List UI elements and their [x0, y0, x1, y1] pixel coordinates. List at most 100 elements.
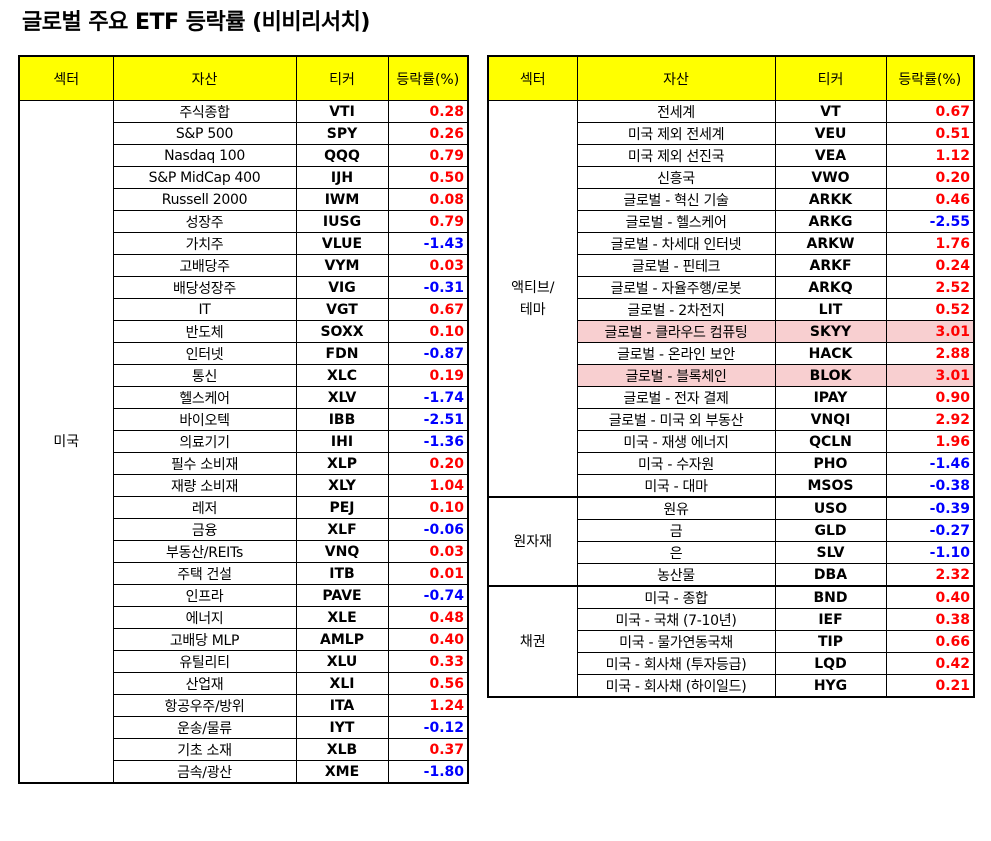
- asset-cell: 미국 - 회사채 (투자등급): [576, 652, 776, 675]
- ticker-cell: XLY: [295, 474, 389, 497]
- change-cell: 0.10: [387, 496, 469, 519]
- table-row: 글로벌 - 온라인 보안 HACK 2.88: [488, 342, 975, 365]
- ticker-cell: QCLN: [774, 430, 887, 453]
- ticker-cell: TIP: [774, 630, 887, 653]
- asset-cell: 인터넷: [112, 342, 297, 365]
- ticker-header: 티커: [774, 55, 887, 101]
- asset-cell: 의료기기: [112, 430, 297, 453]
- ticker-cell: ARKW: [774, 232, 887, 255]
- page-title: 글로벌 주요 ETF 등락률 (비비리서치): [22, 10, 370, 35]
- ticker-cell: XLI: [295, 672, 389, 695]
- change-cell: 0.51: [885, 122, 975, 145]
- change-cell: -2.51: [387, 408, 469, 431]
- table-row: 액티브/ 테마 전세계 VT 0.67: [487, 100, 975, 498]
- table-row: 금 GLD -0.27: [488, 519, 975, 542]
- change-cell: 1.24: [387, 694, 469, 717]
- change-cell: 0.37: [387, 738, 469, 761]
- asset-cell: 운송/물류: [112, 716, 297, 739]
- table-row: IT VGT 0.67: [19, 298, 469, 321]
- asset-cell: 주택 건설: [112, 562, 297, 585]
- ticker-cell: ITB: [295, 562, 389, 585]
- asset-cell: 인프라: [112, 584, 297, 607]
- ticker-cell: VNQI: [774, 408, 887, 431]
- asset-cell: S&P 500: [112, 122, 297, 145]
- table-row: 채권 미국 - 종합 BND 0.40: [487, 585, 975, 698]
- change-cell: -1.46: [885, 452, 975, 475]
- ticker-cell: XLV: [295, 386, 389, 409]
- table-row: 글로벌 - 헬스케어 ARKG -2.55: [488, 210, 975, 233]
- ticker-cell: XLC: [295, 364, 389, 387]
- change-cell: 0.38: [885, 608, 975, 631]
- asset-cell: 배당성장주: [112, 276, 297, 299]
- table-row: 글로벌 - 2차전지 LIT 0.52: [488, 298, 975, 321]
- change-cell: -0.31: [387, 276, 469, 299]
- ticker-cell: XLF: [295, 518, 389, 541]
- table-row: 미국 주식종합 VTI 0.28: [18, 100, 469, 784]
- asset-cell: 글로벌 - 헬스케어: [576, 210, 776, 233]
- asset-cell: 고배당 MLP: [112, 628, 297, 651]
- asset-cell: 미국 - 물가연동국채: [576, 630, 776, 653]
- asset-cell: 글로벌 - 클라우드 컴퓨팅: [576, 320, 776, 343]
- sector-cell: 채권: [487, 585, 578, 698]
- change-cell: -0.06: [387, 518, 469, 541]
- table-header-row: 섹터 자산 티커 등락률(%): [487, 55, 975, 101]
- ticker-cell: SOXX: [295, 320, 389, 343]
- ticker-cell: BND: [774, 585, 887, 609]
- change-cell: 0.21: [885, 674, 975, 698]
- table-row: 글로벌 - 클라우드 컴퓨팅 SKYY 3.01: [488, 320, 975, 343]
- table-row: 부동산/REITs VNQ 0.03: [19, 540, 469, 563]
- ticker-cell: ARKF: [774, 254, 887, 277]
- asset-cell: 산업재: [112, 672, 297, 695]
- change-cell: -0.39: [885, 496, 975, 520]
- change-cell: 0.20: [387, 452, 469, 475]
- table-row: 고배당 MLP AMLP 0.40: [19, 628, 469, 651]
- ticker-cell: PEJ: [295, 496, 389, 519]
- ticker-cell: XLB: [295, 738, 389, 761]
- ticker-cell: AMLP: [295, 628, 389, 651]
- ticker-cell: MSOS: [774, 474, 887, 498]
- asset-cell: 미국 제외 선진국: [576, 144, 776, 167]
- change-cell: 0.03: [387, 254, 469, 277]
- ticker-cell: SKYY: [774, 320, 887, 343]
- table-row: 글로벌 - 자율주행/로봇 ARKQ 2.52: [488, 276, 975, 299]
- ticker-cell: QQQ: [295, 144, 389, 167]
- asset-header: 자산: [576, 55, 776, 101]
- asset-cell: 금: [576, 519, 776, 542]
- table-row: 성장주 IUSG 0.79: [19, 210, 469, 233]
- table-row: 의료기기 IHI -1.36: [19, 430, 469, 453]
- asset-cell: 미국 - 수자원: [576, 452, 776, 475]
- change-cell: 0.42: [885, 652, 975, 675]
- ticker-cell: SPY: [295, 122, 389, 145]
- ticker-cell: XLE: [295, 606, 389, 629]
- change-cell: -1.80: [387, 760, 469, 784]
- table-row: 미국 - 대마 MSOS -0.38: [488, 474, 975, 498]
- ticker-cell: VEA: [774, 144, 887, 167]
- asset-cell: 항공우주/방위: [112, 694, 297, 717]
- asset-cell: 통신: [112, 364, 297, 387]
- asset-cell: 헬스케어: [112, 386, 297, 409]
- asset-cell: 고배당주: [112, 254, 297, 277]
- change-cell: -0.12: [387, 716, 469, 739]
- change-cell: 0.08: [387, 188, 469, 211]
- ticker-cell: FDN: [295, 342, 389, 365]
- table-row: 산업재 XLI 0.56: [19, 672, 469, 695]
- ticker-cell: IWM: [295, 188, 389, 211]
- table-row: 기초 소재 XLB 0.37: [19, 738, 469, 761]
- change-cell: 0.20: [885, 166, 975, 189]
- change-cell: -1.36: [387, 430, 469, 453]
- table-row: 배당성장주 VIG -0.31: [19, 276, 469, 299]
- change-cell: 2.52: [885, 276, 975, 299]
- change-cell: 0.48: [387, 606, 469, 629]
- asset-cell: Russell 2000: [112, 188, 297, 211]
- table-row: 헬스케어 XLV -1.74: [19, 386, 469, 409]
- change-cell: -0.38: [885, 474, 975, 498]
- left-table-body: 미국 주식종합 VTI 0.28 S&P 500 SPY 0.26 Nasdaq 100 QQQ…: [18, 100, 469, 784]
- table-row: 은 SLV -1.10: [488, 541, 975, 564]
- asset-cell: IT: [112, 298, 297, 321]
- ticker-cell: XLP: [295, 452, 389, 475]
- change-cell: -1.10: [885, 541, 975, 564]
- change-cell: 1.04: [387, 474, 469, 497]
- asset-cell: 에너지: [112, 606, 297, 629]
- ticker-cell: LIT: [774, 298, 887, 321]
- ticker-cell: VTI: [295, 100, 389, 123]
